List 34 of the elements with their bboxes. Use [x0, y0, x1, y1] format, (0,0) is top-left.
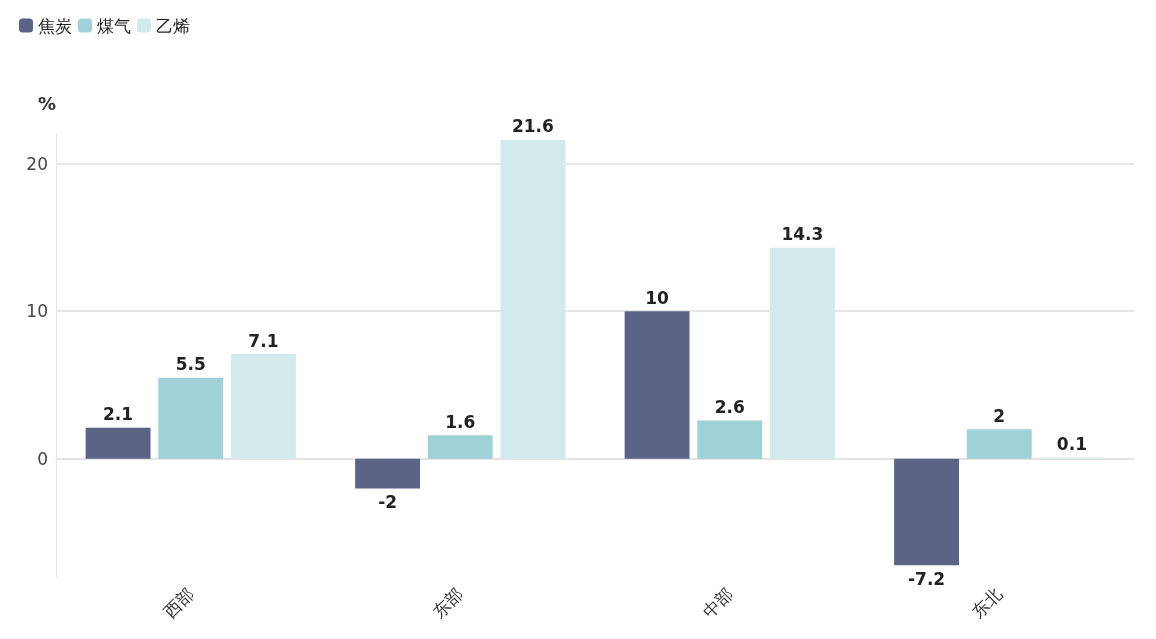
bar	[158, 377, 224, 459]
data-label: 14.3	[781, 224, 824, 245]
y-tick-label: 0	[37, 448, 48, 469]
x-tick-label: 东北	[968, 583, 1007, 623]
bar	[966, 429, 1032, 459]
legend-label: 乙烯	[156, 15, 190, 36]
data-label: 21.6	[511, 116, 554, 137]
data-label: 10	[645, 287, 670, 308]
bar	[697, 420, 763, 459]
y-axis-title: %	[37, 92, 56, 114]
legend-label: 焦炭	[38, 15, 72, 36]
data-label: 7.1	[248, 330, 279, 351]
data-label: 5.5	[175, 354, 206, 375]
data-label: 2	[993, 405, 1006, 426]
x-tick-label: 西部	[159, 583, 198, 623]
y-tick-label: 10	[26, 301, 48, 322]
bar	[85, 427, 151, 459]
y-tick-label: 20	[26, 153, 48, 174]
data-label: -2	[378, 491, 398, 512]
bar	[230, 354, 296, 459]
x-tick-label: 东部	[429, 583, 468, 623]
data-label: 1.6	[445, 411, 476, 432]
bar	[624, 311, 690, 459]
bar	[427, 435, 493, 459]
data-label: 2.1	[103, 404, 134, 425]
data-label: 0.1	[1056, 433, 1087, 454]
data-label: 2.6	[714, 396, 745, 417]
legend-label: 煤气	[97, 15, 131, 36]
bar	[355, 458, 421, 489]
data-label: -7.2	[908, 568, 946, 589]
bar	[769, 247, 835, 459]
bar	[500, 139, 566, 459]
bar	[894, 458, 960, 566]
x-tick-label: 中部	[698, 583, 737, 623]
